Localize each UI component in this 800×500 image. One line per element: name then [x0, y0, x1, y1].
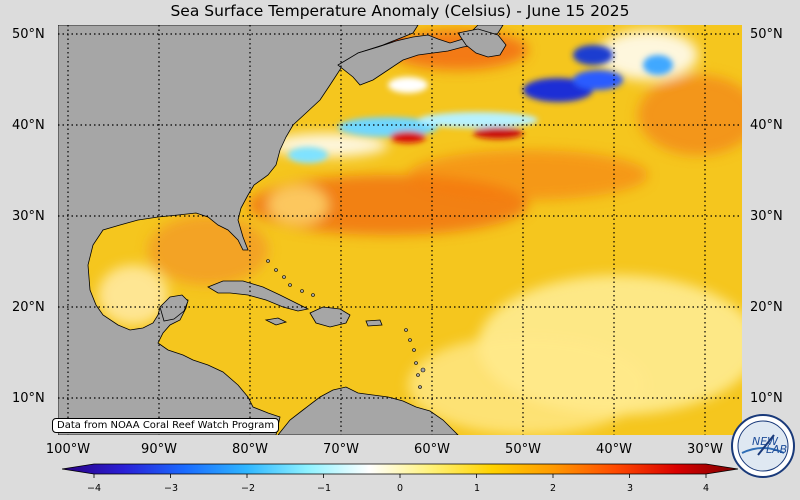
hispaniola [309, 306, 351, 328]
lon-label-60w: 60°W [414, 442, 450, 457]
lon-label-70w: 70°W [323, 442, 359, 457]
lat-label-right-40: 40°N [750, 118, 783, 133]
lat-label-left-30: 30°N [12, 209, 45, 224]
colorbar [62, 463, 738, 478]
colorbar-tick-label: −4 [86, 483, 101, 494]
graticule [58, 25, 742, 435]
lon-label-100w: 100°W [45, 442, 91, 457]
colorbar-tick-label: 1 [473, 483, 481, 494]
newfoundland [457, 28, 507, 58]
colorbar-tick-marks [93, 474, 707, 478]
colorbar-tick-label: 3 [626, 483, 634, 494]
colorbar-tick-label: −3 [163, 483, 178, 494]
lat-label-left-40: 40°N [12, 118, 45, 133]
lat-label-right-30: 30°N [750, 209, 783, 224]
newlab-logo: NEW LAB [731, 414, 795, 478]
lon-label-30w: 30°W [687, 442, 723, 457]
lat-label-left-50: 50°N [12, 27, 45, 42]
puerto-rico [365, 319, 383, 327]
map-title: Sea Surface Temperature Anomaly (Celsius… [170, 2, 630, 20]
lat-label-right-10: 10°N [750, 391, 783, 406]
lon-label-40w: 40°W [596, 442, 632, 457]
land [58, 25, 507, 435]
lon-label-80w: 80°W [232, 442, 268, 457]
canadian-maritimes [337, 25, 504, 86]
map-canvas [58, 25, 742, 435]
anomaly-field [63, 30, 742, 435]
lat-label-left-20: 20°N [12, 300, 45, 315]
lat-label-right-20: 20°N [750, 300, 783, 315]
yucatan [159, 294, 189, 322]
data-credit: Data from NOAA Coral Reef Watch Program [52, 418, 280, 433]
logo-text-2: LAB [766, 443, 787, 456]
south-america [277, 386, 459, 435]
jamaica [264, 317, 288, 326]
lon-label-50w: 50°W [505, 442, 541, 457]
colorbar-tick-label: −2 [240, 483, 255, 494]
colorbar-tick-label: −1 [316, 483, 331, 494]
lat-label-right-50: 50°N [750, 27, 783, 42]
cuba [207, 280, 310, 312]
north-america [58, 25, 419, 435]
lat-label-left-10: 10°N [12, 391, 45, 406]
lon-label-90w: 90°W [141, 442, 177, 457]
colorbar-tick-label: 4 [702, 483, 710, 494]
sst-anomaly-map [58, 25, 742, 435]
bahamas [266, 259, 426, 389]
colorbar-bar [62, 463, 738, 475]
colorbar-tick-label: 0 [396, 483, 404, 494]
colorbar-tick-label: 2 [549, 483, 557, 494]
